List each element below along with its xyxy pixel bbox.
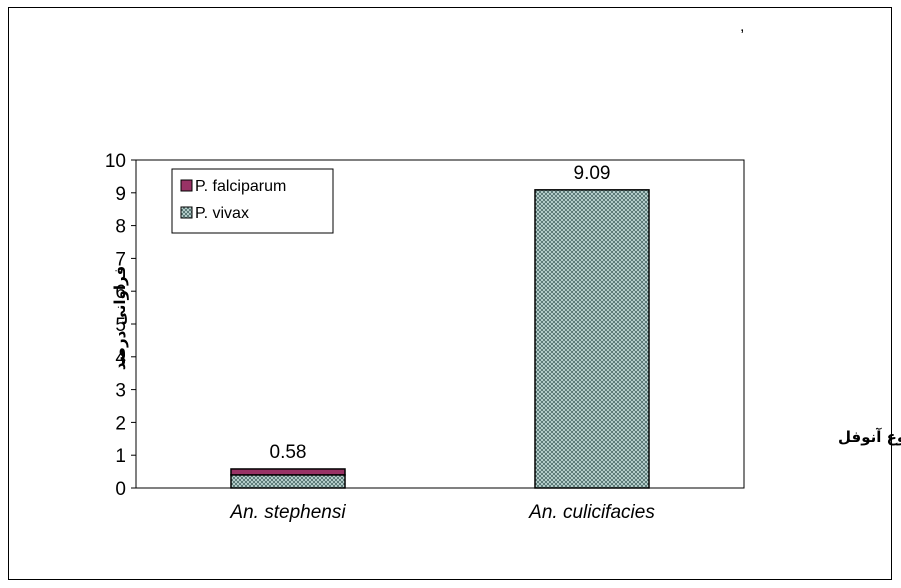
stray-annotation: , <box>740 18 745 35</box>
bar-value-label: 9.09 <box>574 163 611 184</box>
legend-swatch <box>180 206 193 219</box>
legend-entry: P. vivax <box>195 205 249 222</box>
y-tick-label: 0 <box>115 479 126 500</box>
legend-swatch <box>180 179 193 192</box>
chart-frame <box>8 7 892 580</box>
y-tick-label: 4 <box>115 348 126 369</box>
x-axis: An. stephensi An. culicifacies <box>229 502 655 523</box>
bar-segment <box>230 474 346 489</box>
y-axis: 0 1 2 3 4 5 6 7 8 9 10 <box>105 151 136 500</box>
bar-segment <box>230 468 346 476</box>
y-axis-title: فراوانی درصد <box>111 266 129 370</box>
y-tick-label: 7 <box>115 249 126 270</box>
y-tick-label: 5 <box>115 315 126 336</box>
y-tick-label: 8 <box>115 217 126 238</box>
legend-entry: P. falciparum <box>195 178 286 195</box>
y-tick-label: 9 <box>115 184 126 205</box>
x-tick-label: An. stephensi <box>229 502 346 523</box>
y-tick-label: 6 <box>115 282 126 303</box>
bar-segment <box>534 189 650 489</box>
y-tick-label: 3 <box>115 381 126 402</box>
legend-box <box>171 168 334 234</box>
y-tick-label: 1 <box>115 446 126 467</box>
y-tick-label: 2 <box>115 413 126 434</box>
x-axis-title: نوع آنوفل <box>838 428 901 446</box>
y-tick-label: 10 <box>105 151 126 172</box>
legend: P. falciparum P. vivax <box>171 168 334 234</box>
bars-group: 0.58 9.09 <box>230 163 650 489</box>
bar-value-label: 0.58 <box>270 442 307 463</box>
x-tick-label: An. culicifacies <box>528 502 655 523</box>
